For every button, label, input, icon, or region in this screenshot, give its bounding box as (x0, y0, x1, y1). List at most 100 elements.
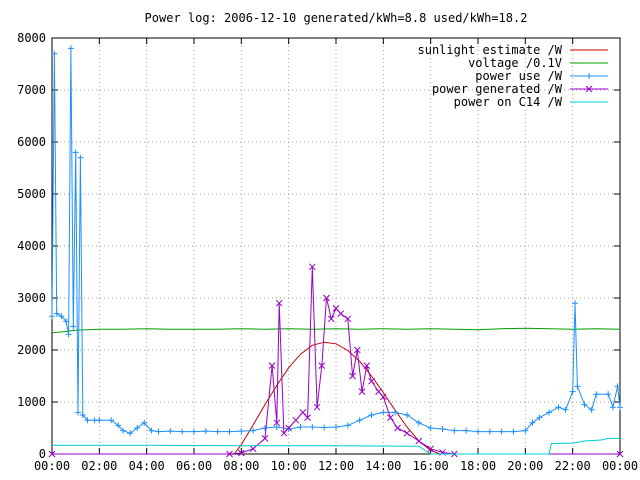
series-line (52, 437, 620, 455)
series-0 (233, 341, 441, 455)
series-group (48, 45, 624, 458)
legend-label: power generated /W (432, 82, 563, 96)
y-tick-label: 2000 (17, 343, 46, 357)
legend-label: voltage /0.1V (468, 56, 562, 70)
data-point (323, 294, 330, 302)
data-point (415, 419, 422, 426)
data-point (569, 388, 576, 395)
data-point (141, 419, 148, 426)
y-tick-label: 8000 (17, 31, 46, 45)
data-point (321, 424, 328, 431)
data-point (268, 362, 276, 369)
data-point (249, 445, 257, 453)
data-point (617, 404, 623, 411)
data-point (304, 414, 311, 421)
data-point (148, 427, 155, 434)
data-point (529, 419, 536, 426)
data-point (337, 310, 345, 317)
data-point (237, 449, 245, 457)
data-point (344, 315, 352, 323)
data-point (115, 422, 122, 429)
data-point (614, 383, 621, 390)
legend-marker (585, 85, 593, 93)
data-point (605, 391, 612, 398)
data-point (463, 427, 470, 434)
data-point (214, 428, 221, 435)
data-point (226, 450, 233, 458)
data-point (77, 154, 84, 161)
data-point (363, 362, 371, 369)
data-point (155, 428, 162, 435)
series-line (233, 341, 441, 455)
data-point (536, 414, 543, 421)
data-point (392, 409, 399, 416)
y-tick-label: 6000 (17, 135, 46, 149)
data-point (58, 313, 65, 320)
data-point (403, 429, 411, 437)
legend-label: power on C14 /W (454, 95, 563, 109)
data-point (167, 428, 174, 435)
data-point (275, 299, 283, 307)
data-point (250, 427, 257, 434)
x-tick-label: 04:00 (129, 459, 165, 473)
data-point (48, 450, 56, 458)
data-point (546, 409, 552, 416)
data-point (616, 450, 624, 458)
data-point (65, 331, 72, 338)
data-point (368, 377, 375, 385)
x-tick-label: 14:00 (365, 459, 401, 473)
x-tick-label: 20:00 (507, 459, 543, 473)
legend-label: power use /W (475, 69, 562, 83)
data-point (356, 417, 363, 424)
data-point (404, 412, 410, 418)
y-tick-label: 3000 (17, 291, 46, 305)
data-point (96, 417, 103, 424)
x-tick-label: 12:00 (318, 459, 354, 473)
data-point (379, 393, 387, 401)
data-point (353, 346, 361, 354)
legend-label: sunlight estimate /W (418, 43, 563, 57)
data-point (555, 404, 562, 411)
data-point (49, 313, 55, 320)
data-point (451, 427, 458, 434)
x-tick-label: 06:00 (176, 459, 212, 473)
series-2 (49, 45, 623, 437)
data-point (70, 323, 77, 330)
data-point (387, 414, 394, 421)
data-point (238, 428, 245, 435)
data-point (313, 403, 321, 411)
data-point (134, 425, 141, 431)
data-point (415, 437, 423, 445)
data-point (285, 426, 292, 433)
data-point (475, 428, 481, 435)
y-tick-label: 0 (39, 447, 46, 461)
data-point (75, 409, 82, 416)
data-point (191, 428, 197, 435)
data-point (439, 426, 446, 433)
data-point (358, 388, 366, 395)
data-point (292, 416, 300, 424)
data-point (394, 424, 401, 432)
data-point (427, 445, 435, 453)
y-tick-label: 5000 (17, 187, 46, 201)
data-point (63, 318, 70, 325)
data-point (51, 50, 58, 57)
data-point (53, 310, 60, 317)
data-point (79, 412, 86, 418)
data-point (522, 427, 529, 434)
data-point (273, 423, 280, 430)
data-point (344, 422, 351, 429)
data-point (261, 435, 269, 442)
grid-lines (52, 38, 620, 454)
data-point (572, 300, 579, 307)
data-point (297, 423, 304, 430)
data-point (72, 149, 79, 156)
data-point (349, 372, 356, 380)
x-tick-label: 16:00 (413, 459, 449, 473)
data-point (486, 428, 493, 435)
y-tick-label: 7000 (17, 83, 46, 97)
x-tick-label: 00:00 (602, 459, 638, 473)
data-point (574, 383, 581, 390)
